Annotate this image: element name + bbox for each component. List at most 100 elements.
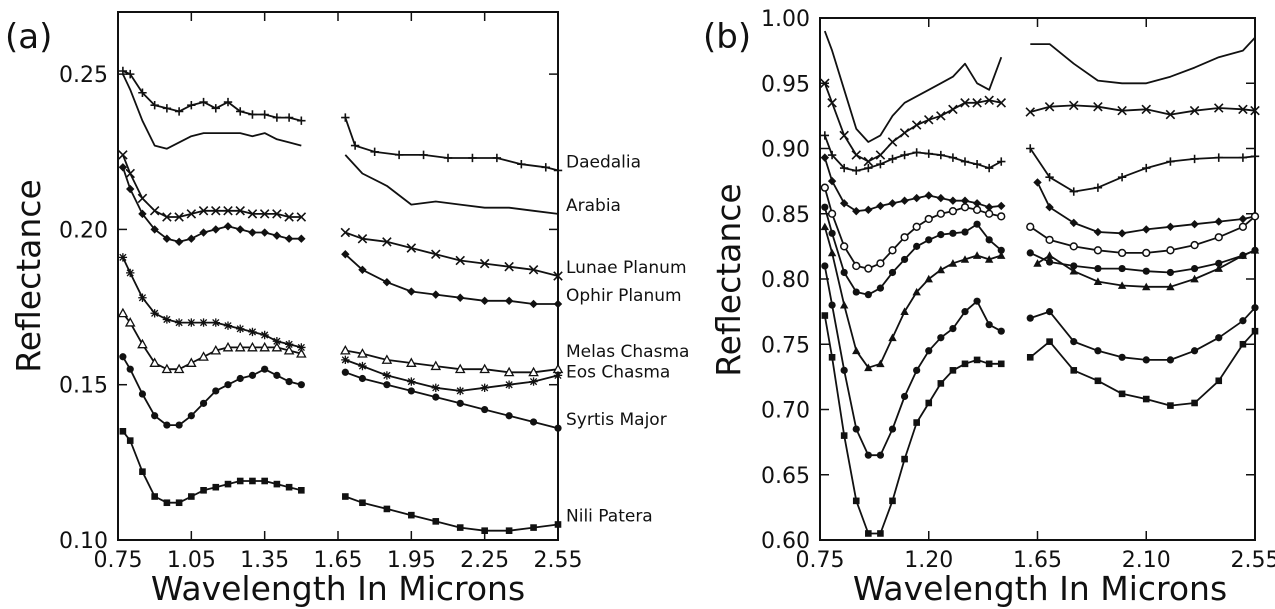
data-point: [972, 98, 982, 108]
data-point: [1166, 356, 1175, 364]
data-point: [913, 419, 920, 426]
data-point: [852, 166, 861, 175]
data-point: [174, 237, 184, 247]
data-point: [840, 366, 848, 374]
data-point: [828, 301, 836, 309]
series-line: [344, 231, 559, 277]
data-point: [820, 153, 830, 162]
data-point: [431, 290, 440, 299]
data-point: [852, 288, 860, 296]
data-point: [1190, 240, 1199, 250]
data-point: [984, 255, 994, 263]
data-point: [1190, 264, 1199, 273]
series-2: [122, 73, 559, 215]
data-point: [972, 199, 982, 208]
panel-b-x-ticks: 0.75 1.20 1.65 2.10 2.55: [796, 18, 1275, 573]
series-7: [820, 222, 1260, 372]
data-point: [186, 357, 197, 367]
data-point: [876, 359, 885, 368]
data-point: [198, 206, 209, 216]
data-point: [1166, 157, 1175, 166]
data-point: [821, 203, 829, 211]
data-point: [899, 128, 910, 138]
data-point: [261, 477, 268, 485]
data-point: [504, 380, 514, 389]
data-point: [223, 206, 233, 216]
series-3: [118, 150, 563, 281]
data-point: [236, 477, 244, 485]
data-point: [972, 205, 982, 214]
data-point: [1093, 246, 1103, 255]
series-8: [821, 262, 1259, 459]
series-1: [823, 30, 1256, 143]
data-point: [1215, 334, 1223, 342]
series-label: Arabia: [566, 196, 621, 216]
data-point: [1142, 282, 1151, 291]
data-point: [973, 356, 981, 364]
series-4: [820, 153, 1260, 238]
data-point: [234, 341, 246, 352]
data-point: [1068, 100, 1079, 111]
data-point: [888, 268, 897, 277]
data-point: [820, 183, 829, 192]
data-point: [1070, 262, 1078, 270]
data-point: [1070, 338, 1078, 346]
data-point: [937, 380, 945, 387]
series-label: Daedalia: [566, 152, 641, 172]
data-point: [124, 317, 136, 327]
data-point: [865, 530, 872, 537]
data-point: [1046, 338, 1053, 345]
series-line: [1030, 307, 1256, 361]
data-point: [1093, 277, 1103, 285]
data-point: [342, 493, 349, 500]
data-point: [985, 209, 994, 218]
data-point: [1069, 187, 1078, 196]
series-line: [122, 73, 302, 150]
data-point: [1165, 109, 1176, 120]
series-2: [820, 78, 1260, 167]
data-point: [273, 371, 281, 379]
y-tick-label: 0.65: [761, 464, 810, 489]
data-point: [272, 113, 282, 122]
x-tick-label: 0.75: [94, 548, 143, 573]
data-point: [504, 261, 514, 272]
x-tick-label: 1.05: [167, 548, 216, 573]
data-point: [554, 521, 562, 528]
data-point: [456, 386, 465, 396]
data-point: [960, 196, 970, 205]
panel-a: (a) Reflectance Wavelength In Microns 0.…: [5, 11, 689, 608]
data-point: [948, 153, 958, 162]
panel-a-x-ticks: 0.75 1.05 1.35 1.65 1.95 2.25 2.55: [94, 12, 582, 573]
y-tick-label: 0.15: [59, 374, 108, 399]
data-point: [149, 206, 160, 216]
y-tick-label: 0.80: [761, 268, 810, 293]
data-point: [820, 131, 830, 140]
data-point: [455, 255, 465, 266]
data-point: [432, 393, 440, 401]
panel-b-series: [820, 30, 1260, 537]
data-point: [936, 193, 946, 203]
data-point: [150, 225, 159, 234]
data-point: [937, 231, 945, 239]
data-point: [1239, 317, 1247, 325]
data-point: [888, 199, 897, 208]
data-point: [1166, 282, 1175, 291]
data-point: [211, 206, 221, 216]
data-point: [224, 480, 232, 488]
data-point: [1045, 203, 1054, 212]
data-point: [357, 348, 368, 358]
data-point: [923, 115, 934, 125]
panel-a-series: [117, 66, 564, 534]
y-tick-label: 0.25: [59, 63, 108, 88]
data-point: [358, 374, 367, 383]
data-point: [118, 150, 128, 160]
data-point: [1044, 101, 1055, 112]
data-point: [820, 222, 830, 231]
data-point: [284, 234, 294, 243]
data-point: [259, 209, 270, 219]
data-point: [972, 251, 982, 259]
y-tick-label: 0.85: [761, 203, 810, 228]
data-point: [1118, 353, 1126, 361]
data-point: [1142, 163, 1151, 173]
data-point: [997, 201, 1006, 211]
